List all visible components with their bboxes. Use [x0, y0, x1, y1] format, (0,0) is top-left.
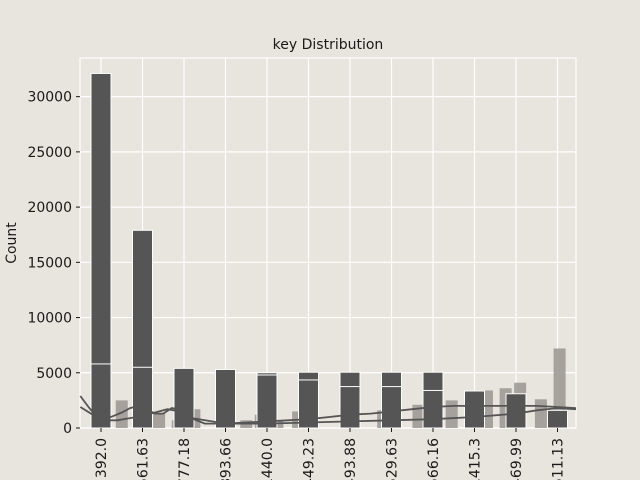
bar-secondary-8: [422, 389, 444, 429]
background-bar: [534, 399, 547, 428]
bar-primary-9: [464, 390, 485, 429]
background-bar: [115, 400, 128, 428]
x-axis: 392.0 561.63 777.18 893.66 1440.0 1449.23 1493…: [94, 428, 567, 480]
kde-primary-line: [79, 395, 577, 425]
bar-secondary-4: [256, 374, 278, 429]
y-tick-label: 15000: [27, 255, 72, 271]
bar-primary-10: [505, 393, 527, 429]
x-tick-label: 777.18: [177, 438, 193, 480]
x-tick-label: 1449.23: [302, 438, 318, 480]
x-tick-label: 1440.0: [260, 438, 276, 480]
kde-lines: [79, 395, 577, 425]
x-tick-label: 1511.13: [551, 438, 567, 480]
y-tick-label: 30000: [27, 90, 72, 106]
x-tick-label: 561.63: [136, 438, 152, 480]
x-tick-label: 1415.3: [468, 438, 484, 480]
background-bar: [153, 413, 166, 428]
bar-primary-3: [215, 368, 236, 429]
bar-secondary-5: [298, 379, 319, 429]
y-tick-label: 25000: [27, 145, 72, 161]
y-tick-label: 20000: [27, 200, 72, 216]
x-tick-label: 1566.16: [426, 438, 442, 480]
x-tick-label: 893.66: [219, 438, 235, 480]
kde-secondary-line: [79, 406, 577, 425]
bar-secondary-1: [132, 366, 153, 429]
plot-frame: [79, 57, 577, 429]
y-tick-label: 0: [63, 421, 72, 437]
y-tick-label: 10000: [27, 311, 72, 327]
bars: [90, 72, 568, 429]
plot-background: [80, 58, 576, 428]
bar-secondary-7: [381, 386, 402, 429]
y-axis: 0 5000 10000 15000 20000 25000 30000: [27, 90, 80, 437]
bar-primary-11: [547, 409, 568, 429]
y-axis-label: Count: [4, 222, 20, 264]
x-tick-label: 1529.63: [385, 438, 401, 480]
background-bar: [412, 404, 425, 428]
x-tick-label: 392.0: [94, 438, 110, 478]
x-tick-label: 1469.99: [509, 438, 525, 480]
chart-title: key Distribution: [273, 37, 384, 53]
background-bar: [445, 400, 458, 428]
x-tick-label: 1493.88: [343, 438, 359, 480]
y-tick-label: 5000: [36, 366, 72, 382]
